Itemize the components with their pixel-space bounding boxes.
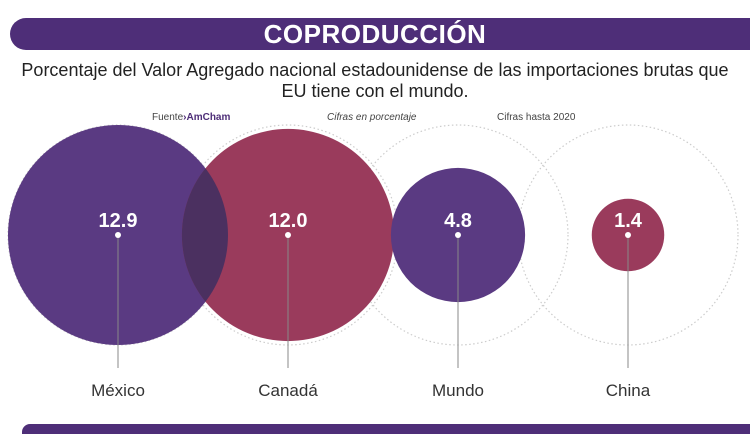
value-label: 1.4 xyxy=(614,210,643,232)
center-dot xyxy=(455,232,461,238)
value-label: 12.9 xyxy=(99,210,138,232)
source-separator: › xyxy=(183,112,187,123)
subtitle-line-1: Porcentaje del Valor Agregado nacional e… xyxy=(21,60,729,80)
value-label: 12.0 xyxy=(269,210,308,232)
category-label: México xyxy=(91,381,145,400)
header-bar xyxy=(10,18,750,50)
chart-title: COPRODUCCIÓN xyxy=(263,19,487,49)
value-label: 4.8 xyxy=(444,210,472,232)
category-label: Mundo xyxy=(432,381,484,400)
subtitle-line-2: EU tiene con el mundo. xyxy=(281,81,469,101)
period-note: Cifras hasta 2020 xyxy=(497,112,576,123)
center-dot xyxy=(625,232,631,238)
chart-subtitle: Porcentaje del Valor Agregado nacional e… xyxy=(0,60,750,102)
footer-bar xyxy=(22,424,750,434)
units-note: Cifras en porcentaje xyxy=(327,112,417,123)
source-label: Fuente xyxy=(152,112,184,123)
source-note: Fuente›AmCham xyxy=(152,112,230,123)
center-dot xyxy=(115,232,121,238)
source-name: AmCham xyxy=(186,112,231,123)
center-dot xyxy=(285,232,291,238)
category-label: China xyxy=(606,381,651,400)
category-label: Canadá xyxy=(258,381,318,400)
